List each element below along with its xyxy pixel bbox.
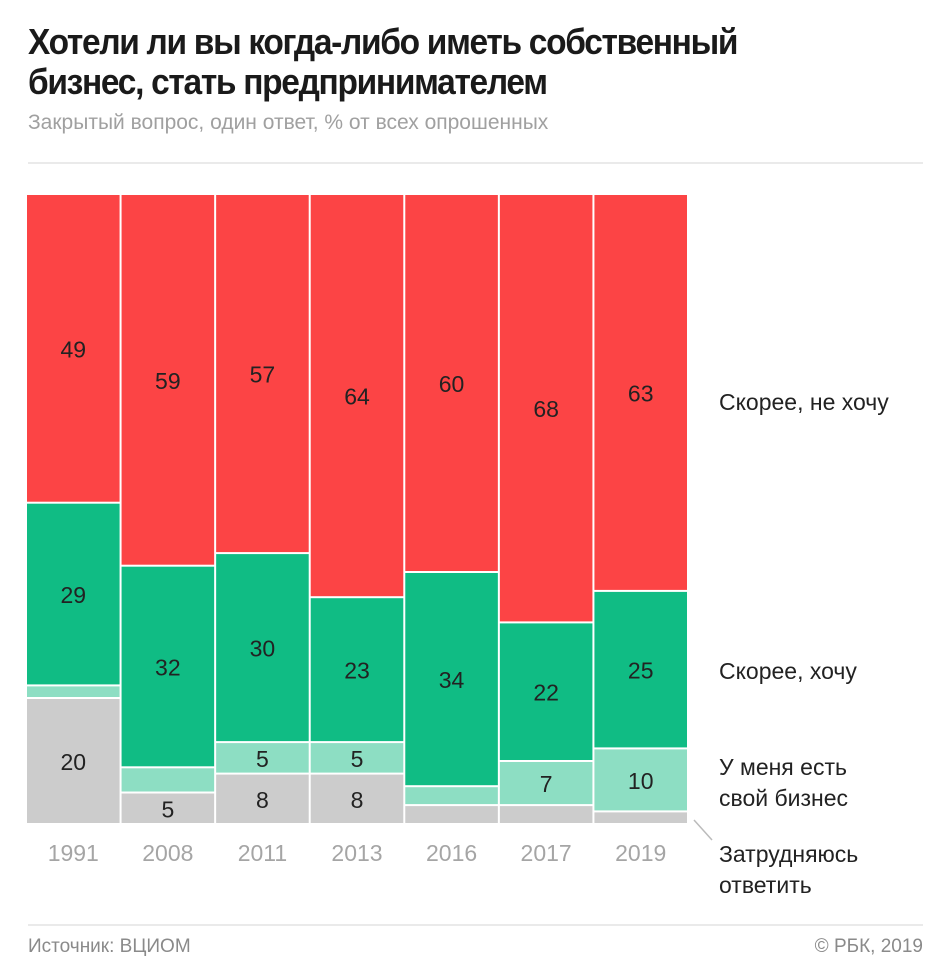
bar-segment-2016-1	[405, 787, 498, 805]
legend-label: Скорее, не хочу	[719, 389, 889, 415]
data-label: 22	[533, 680, 559, 706]
bar-segment-2008-2	[121, 566, 215, 767]
bar-segment-2011-1	[216, 743, 309, 773]
bar-segment-2011-3	[216, 195, 309, 553]
data-label: 7	[540, 771, 553, 797]
x-tick-label: 2017	[521, 840, 572, 866]
bar-segment-2008-3	[121, 195, 215, 565]
bar-segment-2016-0	[405, 806, 498, 823]
x-tick-label: 1991	[48, 840, 99, 866]
legend-label: свой бизнес	[719, 785, 848, 811]
data-label: 64	[344, 384, 370, 410]
data-label: 60	[439, 371, 465, 397]
bar-segment-2008-1	[121, 768, 215, 792]
bar-segment-1991-1	[27, 686, 120, 697]
data-label: 63	[628, 380, 654, 406]
bar-segment-2013-0	[310, 774, 404, 823]
data-label: 32	[155, 655, 181, 681]
bar-segment-2017-0	[499, 806, 593, 823]
data-label: 25	[628, 658, 654, 684]
title-line-1: Хотели ли вы когда-либо иметь собственны…	[28, 21, 738, 62]
bar-segment-1991-0	[27, 699, 120, 823]
bar-segment-2008-0	[121, 793, 215, 823]
bar-segment-2011-2	[216, 554, 309, 742]
bar-segment-1991-2	[27, 503, 120, 685]
bar-segment-2011-0	[216, 774, 309, 823]
data-label: 5	[161, 796, 174, 822]
x-tick-label: 2016	[426, 840, 477, 866]
chart-subtitle: Закрытый вопрос, один ответ, % от всех о…	[28, 111, 549, 134]
x-tick-label: 2011	[238, 840, 287, 866]
top-divider	[28, 162, 923, 164]
bar-segment-2019-0	[594, 812, 687, 823]
bar-segment-2017-1	[499, 762, 593, 805]
data-label: 30	[250, 636, 276, 662]
legend-label: ответить	[719, 872, 812, 898]
data-label: 68	[533, 396, 559, 422]
bar-segment-2017-3	[499, 195, 593, 622]
title-line-2: бизнес, стать предпринимателем	[28, 61, 548, 102]
x-tick-label: 2013	[331, 840, 382, 866]
copyright: © РБК, 2019	[814, 936, 923, 957]
chart-title: Хотели ли вы когда-либо иметь собственны…	[28, 21, 738, 102]
bar-segment-2013-1	[310, 743, 404, 773]
bar-segment-2017-2	[499, 623, 593, 760]
bar-segment-2019-2	[594, 591, 687, 748]
bar-segment-2013-2	[310, 598, 404, 742]
source-note: Источник: ВЦИОМ	[28, 936, 191, 957]
data-label: 5	[351, 746, 364, 772]
data-label: 20	[60, 749, 86, 775]
legend-label: Скорее, хочу	[719, 658, 857, 684]
data-label: 49	[60, 336, 86, 362]
bar-segment-2013-3	[310, 195, 404, 597]
legend-label: У меня есть	[719, 754, 847, 780]
bar-segment-2019-3	[594, 195, 687, 590]
data-label: 10	[628, 768, 654, 794]
data-label: 5	[256, 746, 269, 772]
bottom-divider	[28, 924, 923, 926]
legend-label: Затрудняюсь	[719, 841, 858, 867]
data-label: 57	[250, 362, 276, 388]
x-tick-label: 2019	[615, 840, 666, 866]
bar-segment-1991-3	[27, 195, 120, 502]
bar-segment-2019-1	[594, 749, 687, 811]
data-label: 8	[351, 787, 364, 813]
data-label: 29	[60, 582, 86, 608]
x-tick-label: 2008	[142, 840, 193, 866]
data-label: 34	[439, 667, 465, 693]
leader-line	[693, 819, 713, 841]
bar-segment-2016-2	[405, 573, 498, 786]
data-label: 8	[256, 787, 269, 813]
data-label: 23	[344, 658, 370, 684]
bar-segment-2016-3	[405, 195, 498, 571]
data-label: 59	[155, 368, 181, 394]
